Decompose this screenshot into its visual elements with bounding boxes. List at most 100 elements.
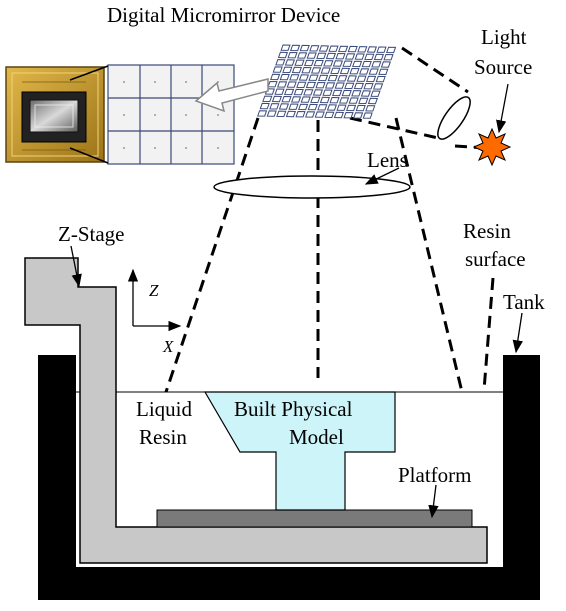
built-physical-model — [203, 391, 396, 511]
micromirror-cell — [328, 45, 339, 52]
micromirror-cell — [270, 73, 281, 81]
micromirror-cell — [284, 59, 296, 66]
micromirror-cell — [278, 103, 290, 110]
micromirror-cell — [335, 52, 346, 60]
micromirror-cell — [333, 111, 345, 119]
micromirror-cell — [319, 96, 331, 104]
micromirror-cell — [363, 82, 374, 90]
zoom-line-top — [69, 65, 109, 81]
micromirror-cell — [259, 102, 270, 110]
micromirror-cell — [298, 74, 310, 81]
micromirror-cell — [293, 88, 304, 96]
micromirror-cell — [386, 46, 397, 54]
micromirror-cell — [274, 88, 285, 95]
micromirror-cell — [312, 89, 324, 96]
micromirror-cell — [289, 74, 300, 81]
micromirror-cell — [345, 53, 356, 60]
dmd-chip — [5, 66, 105, 163]
micromirror-cell — [325, 82, 336, 89]
micromirror-cell — [367, 97, 379, 105]
micromirror-cell — [290, 44, 301, 52]
micromirror-cell — [297, 52, 308, 59]
micromirror-cell — [338, 45, 349, 53]
micromirror-cell — [352, 60, 363, 68]
label-model-2: Model — [289, 425, 344, 449]
label-arrows — [70, 83, 523, 519]
micromirror-cell — [291, 96, 302, 103]
micromirror-cell — [336, 104, 347, 111]
micromirror-cell — [284, 88, 295, 96]
label-light-source-1: Light — [481, 25, 527, 49]
micromirror-cell — [375, 75, 386, 83]
lens — [213, 175, 411, 199]
micromirror-cell — [364, 53, 375, 61]
micromirror-cell — [373, 83, 384, 90]
micromirror-cell — [317, 104, 328, 111]
micromirror-cell — [296, 81, 307, 89]
micromirror-cell — [320, 67, 331, 74]
micromirror-cell — [306, 52, 317, 59]
micromirror-cell — [305, 111, 316, 118]
micromirror-cell — [323, 60, 334, 67]
micromirror-cell — [294, 59, 305, 66]
micromirror-cell — [272, 66, 283, 73]
label-axis-x: X — [162, 337, 174, 356]
micromirror-cell — [316, 52, 327, 60]
tank — [38, 355, 540, 600]
micromirror-cell — [376, 46, 387, 53]
label-lens: Lens — [367, 148, 408, 172]
label-liquid-resin-2: Resin — [139, 425, 187, 449]
micromirror-cell — [300, 96, 311, 103]
label-model-1: Built Physical — [234, 397, 353, 421]
micromirror-cell — [298, 103, 309, 111]
micromirror-cell — [309, 45, 320, 52]
micromirror-cell — [347, 45, 358, 53]
micromirror-cell — [358, 97, 369, 105]
micromirror-cell — [257, 110, 268, 117]
micromirror-cell — [380, 61, 392, 68]
micromirror-cell — [315, 81, 326, 89]
micromirror-cell — [288, 103, 299, 110]
micromirror-cell — [353, 82, 365, 90]
micromirror-cell — [311, 67, 322, 74]
label-tank: Tank — [503, 290, 545, 314]
micromirror-cell — [353, 112, 364, 119]
micromirror-cell — [304, 59, 315, 67]
micromirror-cell — [349, 67, 360, 75]
micromirror-cell — [271, 95, 283, 103]
micromirror-cell — [370, 90, 381, 97]
micromirror-cell — [299, 44, 310, 52]
micromirror-cell — [314, 111, 325, 118]
micromirror-cell — [332, 60, 344, 67]
micromirror-cell — [357, 46, 368, 53]
micromirror-cell — [365, 105, 376, 112]
micromirror-cell — [285, 110, 297, 118]
label-light-source-2: Source — [474, 55, 532, 79]
magnified-mirror-grid — [107, 64, 235, 165]
micromirror-cell — [303, 89, 314, 96]
micromirror-cell — [291, 66, 303, 74]
micromirror-cell — [339, 67, 351, 75]
micromirror-cell — [343, 111, 354, 119]
micromirror-cell — [346, 75, 358, 82]
micromirror-cell — [361, 60, 372, 68]
micromirror-cell — [355, 104, 366, 112]
label-resin-surface-1: Resin — [463, 219, 511, 243]
label-resin-surface-2: surface — [465, 247, 526, 271]
micromirror-cell — [359, 68, 370, 75]
micromirror-cell — [275, 59, 286, 66]
micromirror-cell — [327, 74, 338, 82]
micromirror-cell — [267, 80, 278, 88]
micromirror-cell — [371, 61, 382, 68]
micromirror-cell — [308, 74, 319, 81]
light-source-star — [472, 127, 512, 167]
label-dmd: Digital Micromirror Device — [107, 3, 340, 27]
label-axis-z: Z — [149, 281, 159, 300]
micromirror-cell — [366, 46, 378, 53]
micromirror-cell — [301, 66, 312, 74]
micromirror-cell — [366, 75, 377, 83]
micromirror-cell — [334, 82, 345, 89]
micromirror-cell — [332, 89, 343, 97]
condenser-lens — [437, 96, 471, 140]
